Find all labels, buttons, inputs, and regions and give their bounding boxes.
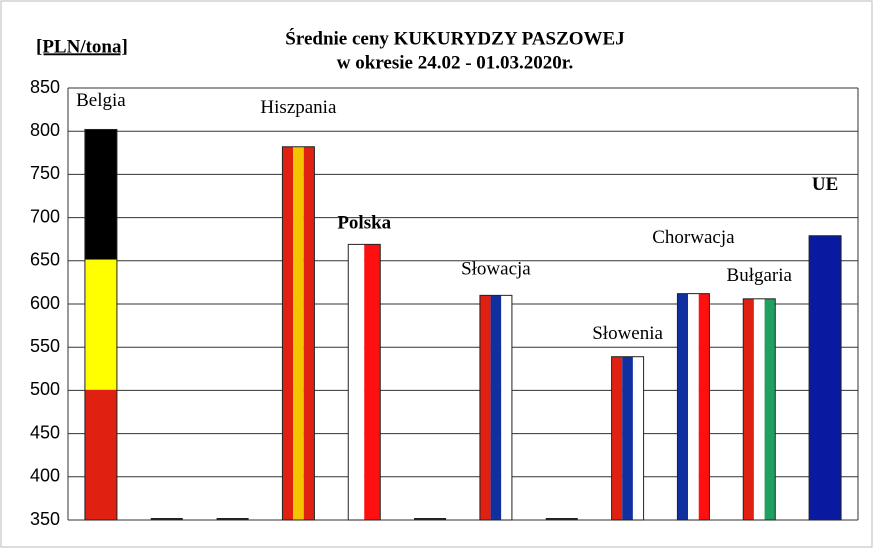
chart-title: Średnie ceny KUKURYDZY PASZOWEJ	[285, 27, 624, 49]
bar-stripe	[491, 295, 502, 520]
chart: Średnie ceny KUKURYDZY PASZOWEJ w okresi…	[0, 0, 873, 548]
bar-stripe	[633, 357, 644, 520]
bar-stripe	[85, 129, 117, 259]
category-label: Słowenia	[592, 323, 663, 344]
chart-subtitle: w okresie 24.02 - 01.03.2020r.	[337, 52, 573, 73]
category-label: Belgia	[76, 90, 126, 111]
bar	[809, 236, 841, 520]
bar-stripe	[677, 294, 688, 520]
bar-stripe	[754, 299, 765, 520]
y-tick-label: 800	[30, 120, 60, 140]
category-label: Słowacja	[461, 259, 531, 280]
bar-stripe	[304, 147, 315, 520]
y-tick-label: 500	[30, 379, 60, 399]
bar-stripe	[293, 147, 304, 520]
y-tick-label: 600	[30, 293, 60, 313]
bar	[743, 299, 775, 520]
bar-stripe	[743, 299, 754, 520]
category-label: Polska	[337, 213, 391, 234]
bar-stripe	[688, 294, 699, 520]
bar-stripe	[765, 299, 776, 520]
bar-stripe	[809, 236, 841, 520]
category-label: Bułgaria	[727, 265, 793, 286]
bar-stripe	[282, 147, 293, 520]
category-label: Hiszpania	[260, 97, 337, 118]
bar	[612, 357, 644, 520]
y-tick-label: 400	[30, 466, 60, 486]
y-tick-label: 350	[30, 509, 60, 529]
bar-stripe	[622, 357, 633, 520]
y-tick-label: 750	[30, 163, 60, 183]
bar	[348, 244, 380, 520]
bar	[85, 129, 117, 520]
bar	[677, 294, 709, 520]
bar-stripe	[85, 260, 117, 390]
bar	[282, 147, 314, 520]
bar-stripe	[348, 244, 364, 520]
category-label: UE	[812, 174, 838, 195]
bar	[480, 295, 512, 520]
y-tick-label: 850	[30, 77, 60, 97]
bar-stripe	[501, 295, 512, 520]
y-tick-label: 650	[30, 250, 60, 270]
bar-stripe	[85, 390, 117, 520]
y-tick-label: 700	[30, 206, 60, 226]
category-label: Chorwacja	[652, 227, 735, 248]
y-tick-label: 450	[30, 422, 60, 442]
bar-stripe	[612, 357, 623, 520]
bar-stripe	[364, 244, 380, 520]
y-axis-label: [PLN/tona]	[36, 36, 128, 57]
bar-stripe	[699, 294, 710, 520]
bar-stripe	[480, 295, 491, 520]
y-tick-label: 550	[30, 336, 60, 356]
